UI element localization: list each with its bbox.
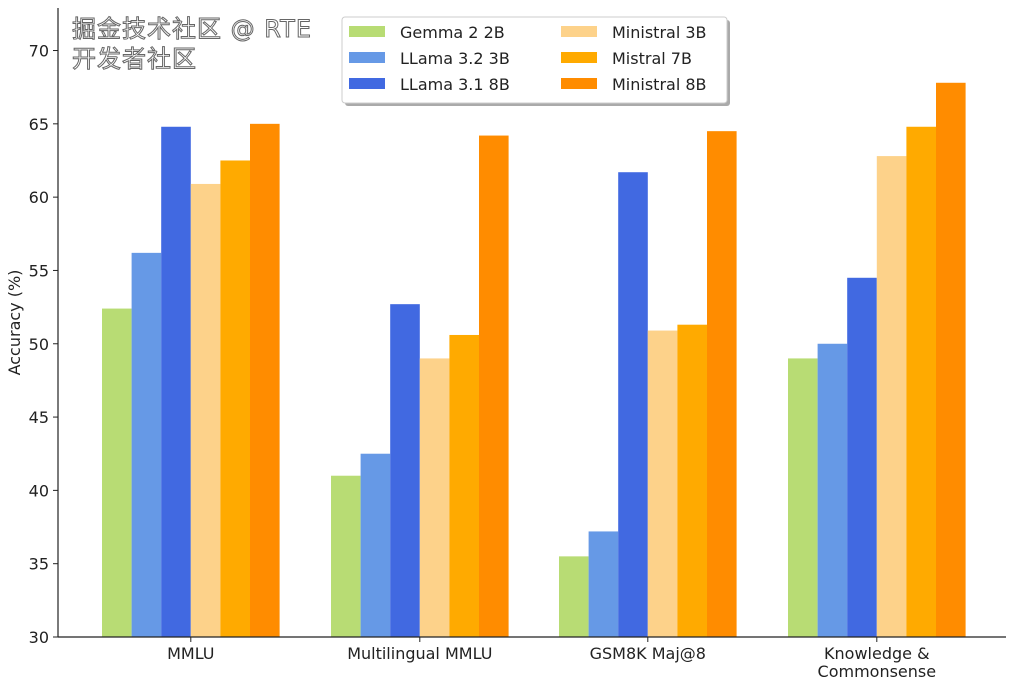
bar-gemma-2-2b (559, 556, 589, 637)
legend-label: Ministral 8B (612, 75, 707, 94)
y-tick-label: 50 (29, 335, 49, 354)
bar-gemma-2-2b (102, 308, 132, 637)
legend-swatch (349, 52, 385, 63)
watermark: 掘金技术社区 @ RTE开发者社区 (72, 15, 313, 74)
legend-label: LLama 3.1 8B (400, 75, 510, 94)
bar-ministral-8b (250, 123, 280, 637)
legend-swatch (561, 26, 597, 37)
y-tick-label: 45 (29, 408, 49, 427)
y-tick-label: 65 (29, 115, 49, 134)
bar-llama-3-2-3b (817, 343, 848, 637)
y-tick-label: 55 (29, 261, 49, 280)
bar-mistral-7b (677, 324, 707, 637)
bar-ministral-3b (876, 156, 907, 637)
bar-llama-3-2-3b (360, 453, 391, 637)
legend-swatch (561, 52, 597, 63)
bar-llama-3-1-8b (618, 172, 648, 637)
y-tick-label: 70 (29, 42, 49, 61)
x-tick-label: Knowledge & Commonsense (818, 644, 937, 681)
legend (341, 16, 728, 104)
legend-label: Gemma 2 2B (400, 23, 505, 42)
bar-ministral-8b (707, 131, 737, 638)
bar-mistral-7b (906, 126, 936, 637)
bar-ministral-3b (419, 358, 450, 637)
y-axis-label: Accuracy (%) (5, 270, 24, 376)
bar-llama-3-1-8b (847, 277, 877, 637)
bar-mistral-7b (220, 160, 250, 637)
bar-gemma-2-2b (788, 358, 818, 637)
legend-swatch (349, 26, 385, 37)
legend-swatch (349, 78, 385, 89)
bar-llama-3-2-3b (588, 531, 619, 637)
x-tick-label: GSM8K Maj@8 (590, 644, 706, 663)
legend-swatch (561, 78, 597, 89)
legend-label: Mistral 7B (612, 49, 692, 68)
legend-label: Ministral 3B (612, 23, 707, 42)
bar-ministral-3b (647, 330, 678, 637)
y-tick-label: 35 (29, 555, 49, 574)
bar-llama-3-2-3b (131, 252, 162, 638)
x-tick-label: MMLU (167, 644, 214, 663)
y-tick-label: 60 (29, 188, 49, 207)
y-tick-label: 40 (29, 481, 49, 500)
bar-llama-3-1-8b (390, 304, 420, 637)
y-tick-label: 30 (29, 628, 49, 647)
bar-ministral-8b (479, 135, 509, 637)
x-tick-label: Multilingual MMLU (347, 644, 492, 663)
bar-llama-3-1-8b (161, 126, 191, 637)
bar-ministral-8b (936, 82, 966, 637)
bar-ministral-3b (190, 183, 221, 637)
bar-gemma-2-2b (331, 475, 361, 637)
bar-mistral-7b (449, 334, 479, 637)
legend-label: LLama 3.2 3B (400, 49, 510, 68)
